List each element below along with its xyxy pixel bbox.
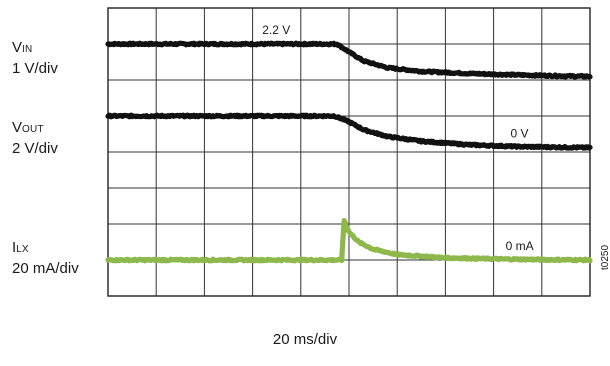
ilx-name: I [12,239,17,256]
ilx-scale: 20 mA/div [12,260,79,277]
ilx-annotation: 0 mA [506,239,534,253]
time-scale-label: 20 ms/div [272,331,338,348]
vout-channel-label: VOUT 2 V/div [12,118,58,158]
vout-subscript: OUT [22,124,44,135]
ilx-subscript: LX [16,244,29,255]
vin-name: V [12,39,23,56]
vin-trace [105,40,593,80]
vin-annotation: 2.2 V [262,23,290,37]
vout-scale: 2 V/div [12,140,58,157]
vout-trace [105,112,593,151]
ilx-channel-label: ILX 20 mA/div [12,238,79,278]
figure-code: t0250 [600,244,610,270]
vin-subscript: IN [22,44,33,55]
vout-annotation: 0 V [510,127,528,141]
vin-scale: 1 V/div [12,60,58,77]
plot-border [107,7,591,297]
vin-channel-label: VIN 1 V/div [12,38,58,78]
vout-name: V [12,119,23,136]
ilx-trace [105,218,593,264]
